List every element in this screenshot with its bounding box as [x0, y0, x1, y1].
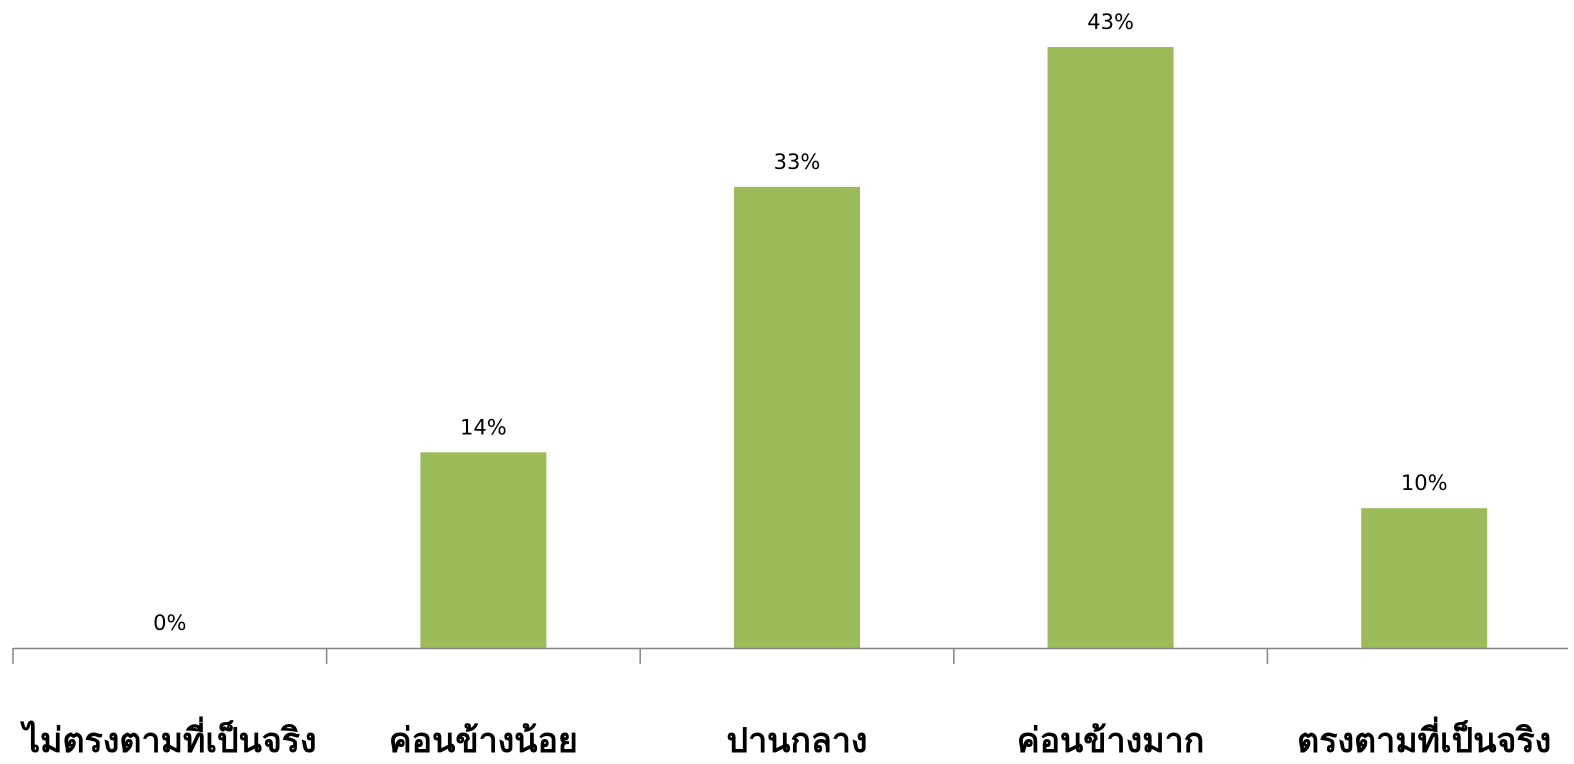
category-label: ค่อนข้างมาก — [1017, 721, 1204, 761]
category-label: ปานกลาง — [726, 721, 867, 761]
data-label: 33% — [774, 150, 821, 174]
data-labels-layer: 0% 14% 33% 43% 10% — [153, 10, 1447, 635]
category-label: ไม่ตรงตามที่เป็นจริง — [20, 716, 317, 761]
category-label: ตรงตามที่เป็นจริง — [1297, 716, 1551, 761]
data-label: 14% — [460, 415, 507, 439]
data-label: 43% — [1087, 10, 1134, 34]
data-label: 10% — [1401, 471, 1448, 495]
bar — [1361, 508, 1488, 648]
x-axis — [12, 647, 1568, 664]
bar — [420, 452, 547, 648]
category-label: ค่อนข้างน้อย — [389, 721, 578, 761]
category-labels-layer: ไม่ตรงตามที่เป็นจริง ค่อนข้างน้อย ปานกลาง ค… — [20, 716, 1551, 761]
bars-layer — [420, 47, 1488, 649]
data-label: 0% — [153, 611, 186, 635]
bar — [734, 186, 860, 649]
bar — [1047, 47, 1174, 648]
